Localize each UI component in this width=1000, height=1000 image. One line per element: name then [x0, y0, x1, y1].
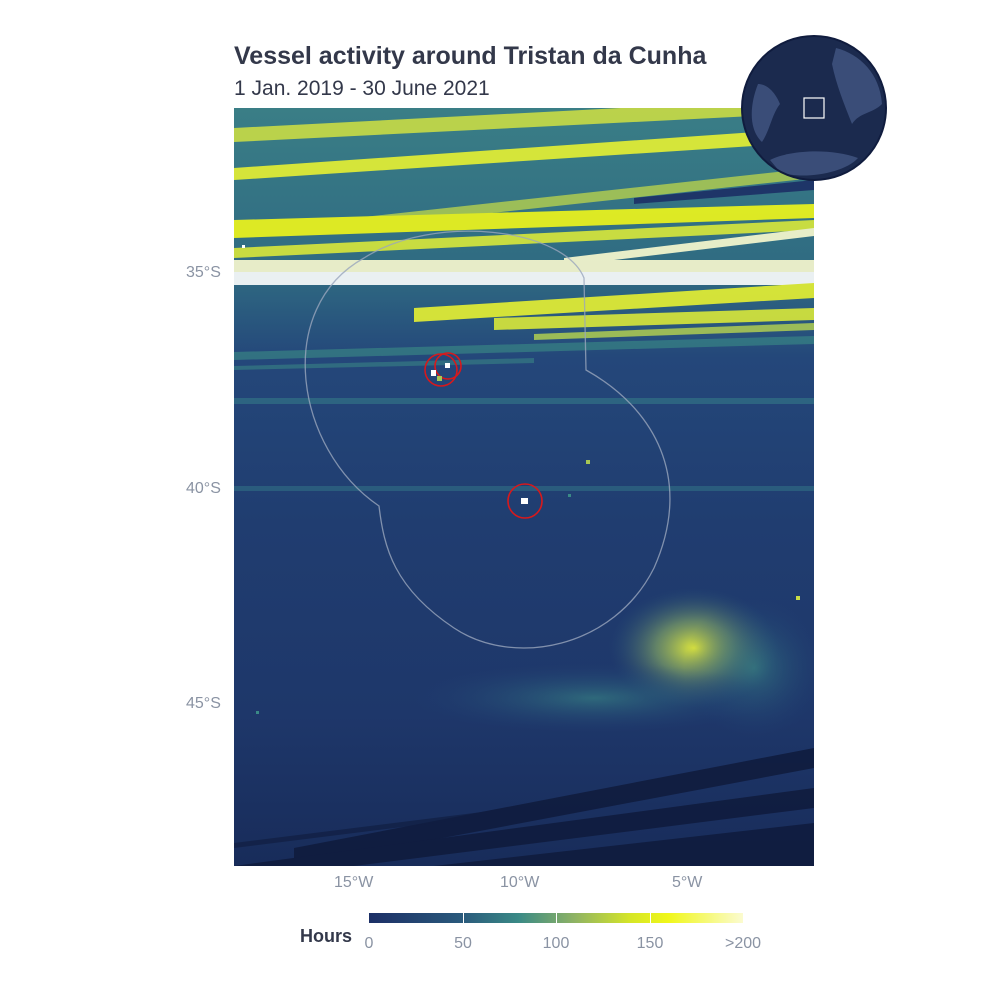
legend-label: 50: [454, 935, 472, 952]
vessel-activity-map: [234, 108, 814, 866]
legend-tick-mark: [650, 913, 651, 923]
shipping-lanes-north: [234, 108, 814, 370]
legend-title: Hours: [300, 926, 353, 946]
globe-continent-south-america: [751, 84, 780, 142]
gough-island: [507, 483, 543, 519]
latitude-label-35s: 35°S: [186, 264, 221, 281]
longitude-label-5w: 5°W: [672, 874, 703, 891]
globe-focus-box: [803, 97, 825, 119]
chart-title: Vessel activity around Tristan da Cunha: [234, 42, 707, 70]
southern-dark-band: [234, 748, 814, 866]
latitude-label-45s: 45°S: [186, 695, 221, 712]
legend-label: 150: [636, 935, 664, 952]
legend-tick-mark: [463, 913, 464, 923]
legend-label: 0: [364, 935, 374, 952]
globe-continent-africa: [832, 48, 882, 124]
eez-boundary: [304, 230, 671, 649]
island-group-west: [424, 352, 462, 387]
longitude-label-10w: 10°W: [500, 874, 540, 891]
legend-tick-mark: [556, 913, 557, 923]
chart-subtitle: 1 Jan. 2019 - 30 June 2021: [234, 77, 490, 100]
latitude-label-40s: 40°S: [186, 480, 221, 497]
globe-continent-antarctica: [770, 151, 858, 176]
legend-label: 100: [542, 935, 570, 952]
inset-globe: [741, 35, 887, 181]
legend-label: >200: [724, 935, 762, 952]
longitude-label-15w: 15°W: [334, 874, 374, 891]
